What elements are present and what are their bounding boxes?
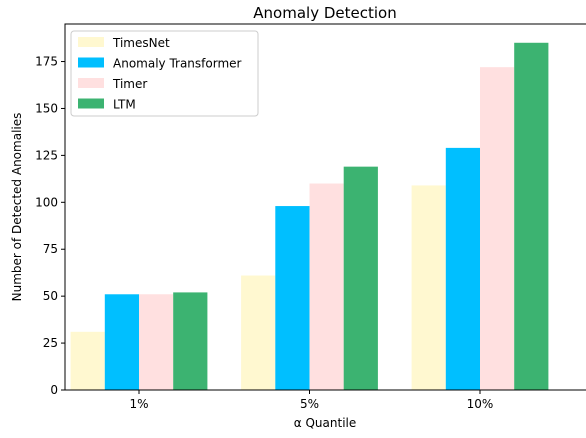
y-tick-label: 150 [35, 101, 58, 115]
y-tick-label: 50 [43, 289, 58, 303]
bar-timer-2 [480, 67, 515, 391]
bars-group [70, 42, 549, 391]
bar-timer-1 [309, 183, 344, 390]
legend-label: Timer [112, 77, 147, 91]
bar-ltm-0 [173, 292, 208, 390]
y-axis: 0 25 50 75 100 125 150 175 [35, 55, 65, 397]
x-axis: 1% 5% 10% [129, 390, 493, 411]
legend: TimesNet Anomaly Transformer Timer LTM [70, 30, 259, 117]
bar-anomaly-transformer-0 [104, 294, 139, 390]
x-axis-label: α Quantile [294, 416, 357, 430]
y-tick-label: 25 [43, 336, 58, 350]
legend-box [70, 30, 259, 117]
legend-label: Anomaly Transformer [113, 57, 242, 71]
legend-swatch [78, 37, 104, 47]
y-tick-label: 175 [35, 55, 58, 69]
legend-swatch [78, 98, 104, 109]
x-tick-label: 5% [300, 397, 319, 411]
y-tick-label: 125 [35, 148, 58, 162]
y-axis-label: Number of Detected Anomalies [10, 113, 24, 302]
legend-swatch [78, 57, 104, 68]
bar-anomaly-transformer-2 [445, 147, 480, 390]
bar-timesnet-0 [70, 331, 105, 390]
bar-timesnet-2 [411, 185, 446, 390]
legend-label: LTM [113, 98, 136, 112]
legend-swatch [78, 78, 104, 88]
y-tick-label: 75 [43, 242, 58, 256]
y-tick-label: 100 [35, 195, 58, 209]
x-tick-label: 10% [467, 397, 494, 411]
bar-anomaly-transformer-1 [275, 206, 310, 390]
x-tick-label: 1% [129, 397, 148, 411]
plot-frame [64, 23, 586, 391]
legend-label: TimesNet [112, 36, 170, 50]
bar-timer-0 [139, 294, 174, 390]
bar-timesnet-1 [241, 275, 276, 390]
y-tick-label: 0 [50, 383, 58, 397]
bar-ltm-1 [343, 166, 378, 390]
chart-title: Anomaly Detection [253, 4, 396, 22]
bar-ltm-2 [514, 42, 549, 391]
